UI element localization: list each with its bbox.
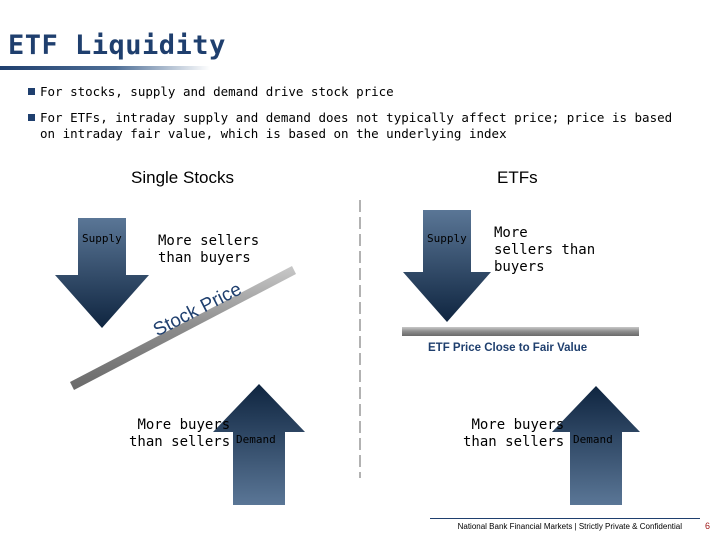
- bullet-2: For ETFs, intraday supply and demand doe…: [28, 110, 680, 142]
- right-supply-label: Supply: [427, 232, 467, 245]
- right-price-bar: [402, 327, 639, 336]
- left-sellers-line-1: More sellers: [158, 233, 260, 249]
- left-demand-label: Demand: [236, 433, 276, 446]
- left-supply-arrow: [55, 218, 149, 328]
- left-sellers-text: More sellers than buyers: [158, 233, 259, 267]
- bullet-square-icon: [28, 88, 35, 95]
- bullet-1: For stocks, supply and demand drive stoc…: [28, 84, 680, 100]
- left-buyers-line-1: More buyers: [137, 417, 231, 433]
- left-demand-arrow: [213, 384, 305, 505]
- page-number: 6: [705, 521, 711, 531]
- right-price-label: ETF Price Close to Fair Value: [428, 342, 588, 354]
- left-buyers-line-2: than sellers: [129, 434, 231, 450]
- left-supply-label: Supply: [82, 232, 122, 245]
- left-panel-heading: Single Stocks: [131, 168, 234, 187]
- left-sellers-line-2: than buyers: [158, 250, 251, 266]
- right-panel-heading: ETFs: [497, 168, 538, 187]
- right-buyers-text: More buyers than sellers: [463, 417, 564, 451]
- right-buyers-line-2: than sellers: [463, 434, 565, 450]
- page-title: ETF Liquidity: [8, 30, 226, 61]
- right-supply-arrow: [403, 210, 491, 322]
- right-sellers-line-2: sellers than: [494, 242, 596, 258]
- right-demand-label: Demand: [573, 433, 613, 446]
- right-buyers-line-1: More buyers: [471, 417, 565, 433]
- left-price-bar: [70, 266, 296, 390]
- bullet-text: For stocks, supply and demand drive stoc…: [40, 84, 394, 99]
- right-demand-arrow: [552, 386, 640, 505]
- right-sellers-text: More sellers than buyers: [494, 225, 595, 276]
- bullet-square-icon: [28, 114, 35, 121]
- left-buyers-text: More buyers than sellers: [129, 417, 230, 451]
- right-sellers-line-1: More: [494, 225, 528, 241]
- title-underline: [0, 66, 210, 70]
- footer-text: National Bank Financial Markets | Strict…: [457, 522, 682, 531]
- right-sellers-line-3: buyers: [494, 259, 545, 275]
- bullet-text: For ETFs, intraday supply and demand doe…: [40, 110, 673, 141]
- footer-rule: [430, 518, 700, 519]
